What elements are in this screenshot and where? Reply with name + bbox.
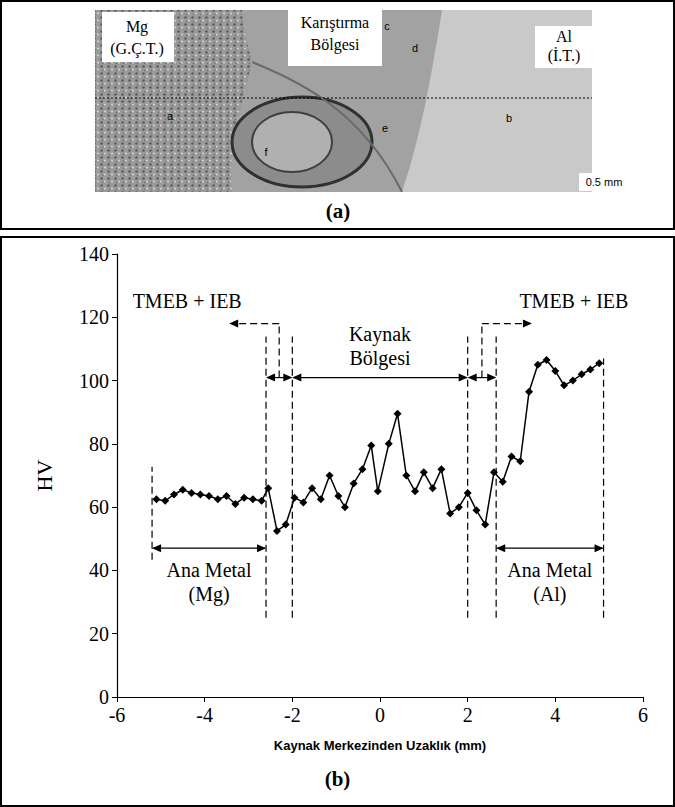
svg-text:(İ.T.): (İ.T.) <box>548 47 581 65</box>
svg-text:(Mg): (Mg) <box>188 583 229 606</box>
svg-text:Al: Al <box>556 28 573 45</box>
svg-text:Ana Metal: Ana Metal <box>507 559 592 581</box>
svg-text:Bölgesi: Bölgesi <box>349 347 411 370</box>
svg-text:100: 100 <box>79 370 109 392</box>
svg-text:Bölgesi: Bölgesi <box>311 36 360 54</box>
svg-text:c: c <box>384 20 390 32</box>
svg-text:0: 0 <box>375 704 385 726</box>
svg-text:Kaynak: Kaynak <box>349 323 411 346</box>
svg-text:Kaynak Merkezinden Uzaklık (mm: Kaynak Merkezinden Uzaklık (mm) <box>274 738 486 753</box>
svg-text:4: 4 <box>550 704 560 726</box>
svg-text:0: 0 <box>99 686 109 708</box>
svg-text:(a): (a) <box>326 199 351 223</box>
svg-text:40: 40 <box>89 559 109 581</box>
svg-text:6: 6 <box>638 704 648 726</box>
svg-text:f: f <box>264 146 268 158</box>
svg-text:-2: -2 <box>284 704 301 726</box>
svg-text:b: b <box>506 112 512 124</box>
svg-text:(G.Ç.T.): (G.Ç.T.) <box>110 40 163 58</box>
svg-text:(Al): (Al) <box>533 583 566 606</box>
svg-text:140: 140 <box>79 243 109 265</box>
svg-text:Karıştırma: Karıştırma <box>301 14 369 32</box>
svg-text:-4: -4 <box>196 704 213 726</box>
svg-text:HV: HV <box>32 460 57 492</box>
svg-text:d: d <box>412 42 418 54</box>
svg-text:-6: -6 <box>109 704 126 726</box>
svg-text:TMEB + IEB: TMEB + IEB <box>133 290 242 312</box>
svg-text:2: 2 <box>463 704 473 726</box>
svg-text:120: 120 <box>79 306 109 328</box>
svg-text:a: a <box>167 110 174 122</box>
svg-text:0.5 mm: 0.5 mm <box>586 176 623 188</box>
svg-text:20: 20 <box>89 623 109 645</box>
svg-text:(b): (b) <box>325 767 351 791</box>
svg-text:Mg: Mg <box>126 18 148 36</box>
svg-text:60: 60 <box>89 496 109 518</box>
svg-text:e: e <box>382 122 388 134</box>
svg-text:TMEB + IEB: TMEB + IEB <box>519 290 628 312</box>
svg-text:Ana Metal: Ana Metal <box>167 559 252 581</box>
svg-text:80: 80 <box>89 433 109 455</box>
